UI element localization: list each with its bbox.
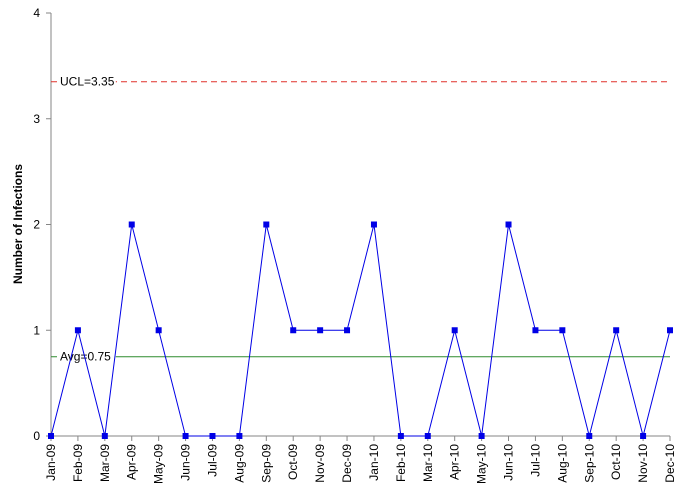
x-tick-label: Dec-09 [340,444,354,483]
data-point [317,327,324,334]
x-tick-label: May-09 [152,444,166,484]
data-point [155,327,162,334]
data-point [559,327,566,334]
data-point [48,433,54,439]
data-point [505,221,512,228]
x-tick-label: Jul-09 [205,444,219,477]
y-tick-label: 4 [33,6,40,20]
data-point [290,327,297,334]
x-tick-label: Oct-09 [286,444,300,480]
x-tick-label: Dec-10 [663,444,677,483]
x-tick-label: Sep-09 [259,444,273,483]
avg-label-bg [57,347,116,365]
data-point [182,433,189,439]
x-tick-label: Feb-10 [394,444,408,482]
data-point [640,433,647,439]
data-point [236,433,243,439]
data-point [451,327,458,334]
x-tick-label: Aug-09 [232,444,246,483]
x-tick-label: Oct-10 [609,444,623,480]
x-tick-label: Aug-10 [555,444,569,483]
data-point [128,221,135,228]
y-tick-label: 0 [33,429,40,443]
data-point [424,433,431,439]
x-tick-label: Feb-09 [71,444,85,482]
data-point [397,433,404,439]
x-tick-label: Jan-10 [367,444,381,481]
data-point [532,327,539,334]
y-axis-label: Number of Infections [11,164,25,284]
x-tick-label: Jan-09 [44,444,58,481]
x-tick-label: Jun-09 [179,444,193,481]
x-tick-label: Nov-09 [313,444,327,483]
x-tick-label: Mar-10 [421,444,435,482]
x-tick-label: Jul-10 [528,444,542,477]
y-tick-label: 3 [33,112,40,126]
data-point [263,221,270,228]
data-point [667,327,673,334]
data-point [586,433,593,439]
data-point [613,327,620,334]
x-tick-label: Apr-09 [125,444,139,480]
data-point [74,327,81,334]
data-point [478,433,485,439]
x-tick-label: Nov-10 [636,444,650,483]
x-tick-label: Sep-10 [582,444,596,483]
x-tick-label: Apr-10 [448,444,462,480]
x-tick-label: Mar-09 [98,444,112,482]
data-point [344,327,351,334]
ucl-label-bg [57,72,116,90]
ucl-label: UCL=3.35 [60,75,115,89]
y-tick-label: 2 [33,218,40,232]
x-tick-label: May-10 [475,444,489,484]
data-point [209,433,216,439]
data-point [101,433,108,439]
y-tick-label: 1 [33,323,40,337]
series-line [50,224,671,437]
x-tick-label: Jun-10 [502,444,516,481]
avg-label: Avg=0.75 [60,350,111,364]
data-point [370,221,377,228]
